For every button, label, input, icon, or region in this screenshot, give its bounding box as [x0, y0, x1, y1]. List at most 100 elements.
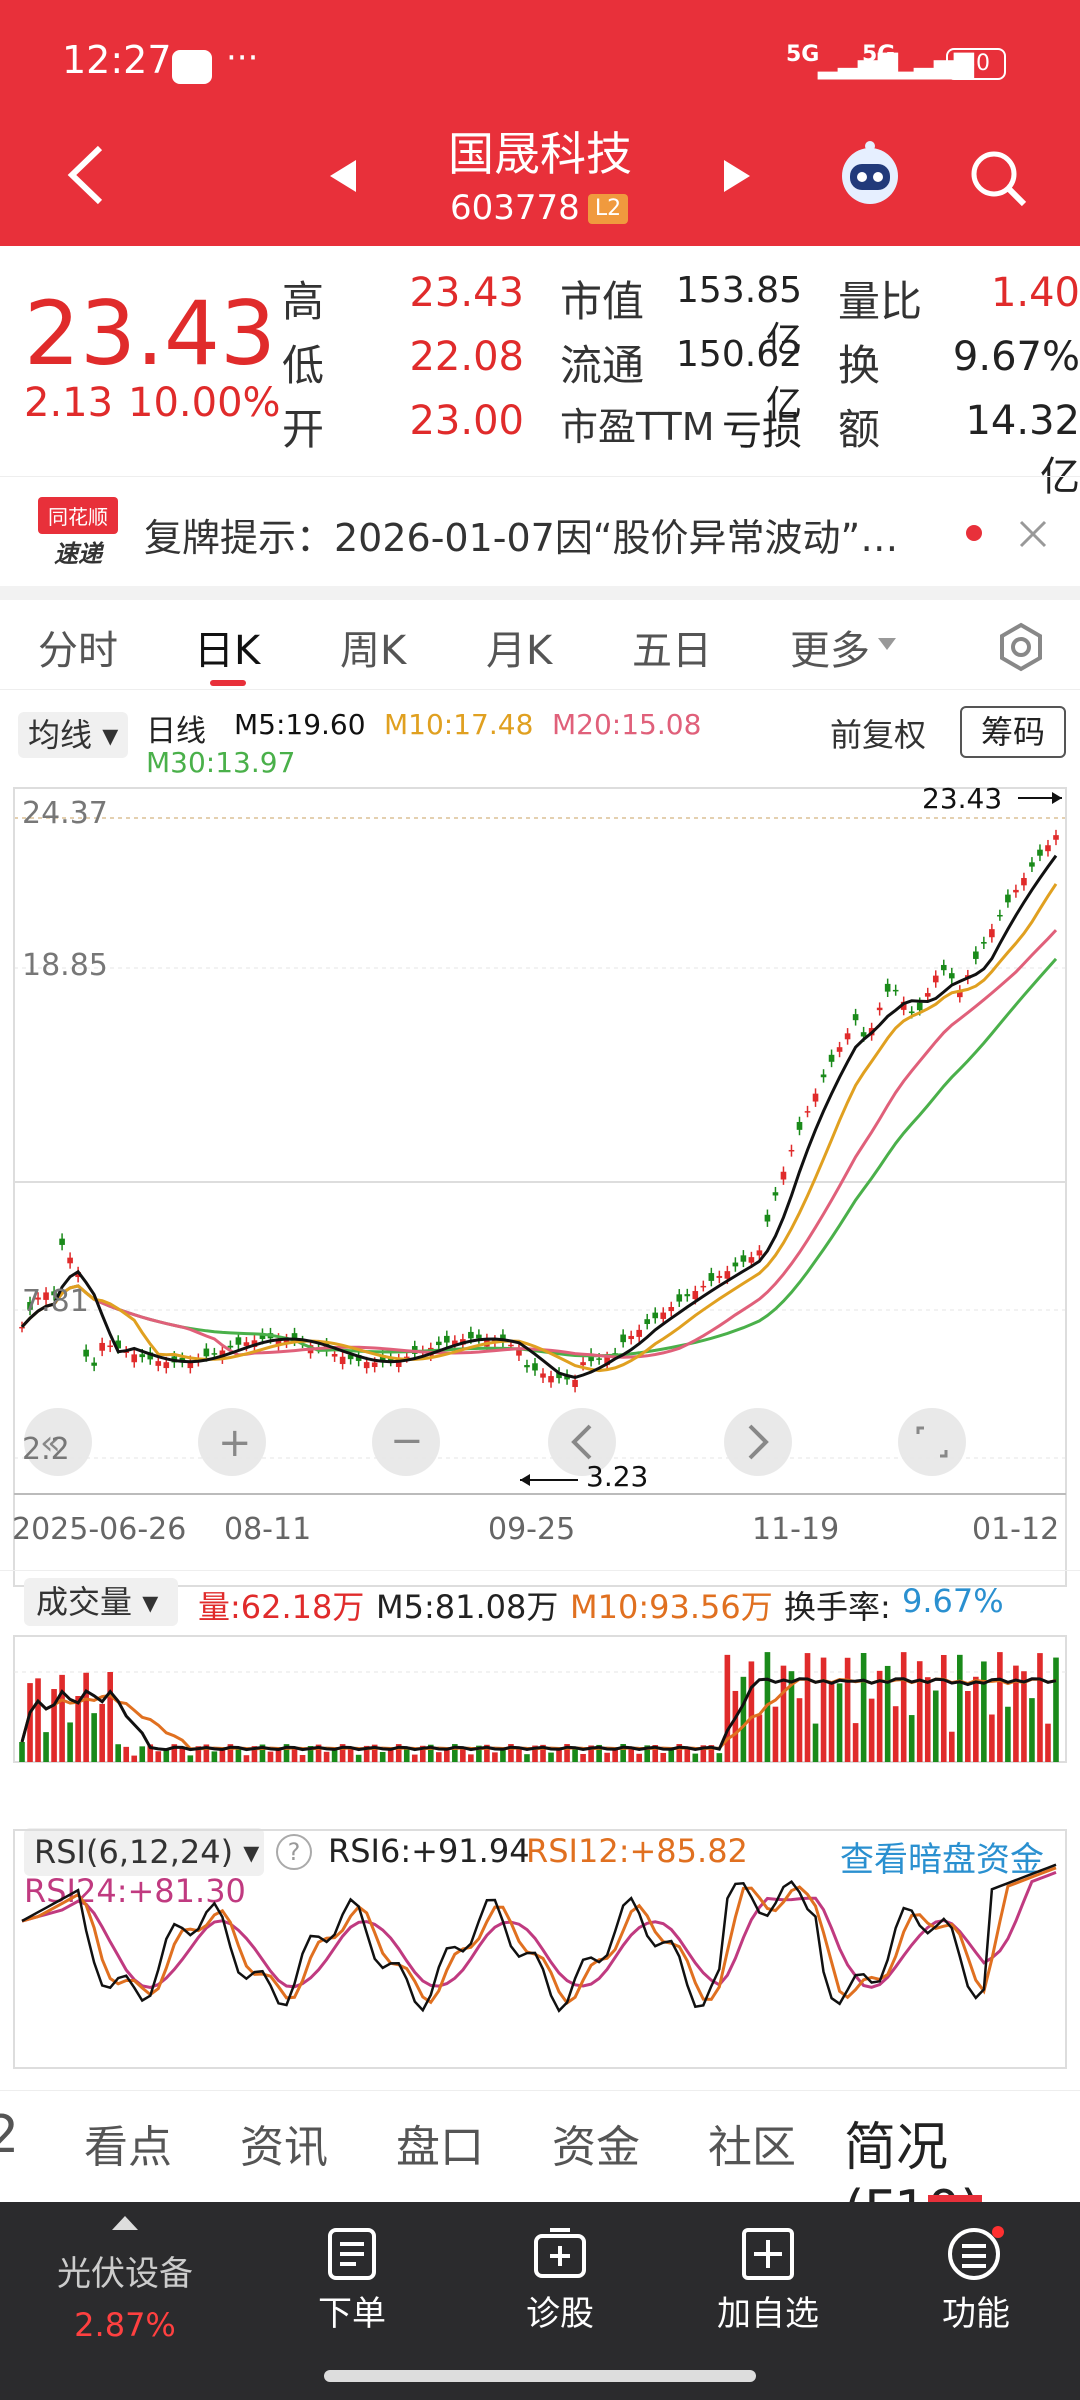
volume-bar	[500, 1749, 506, 1762]
volume-selector[interactable]: 成交量 ▾	[24, 1578, 178, 1626]
candle-body	[724, 1271, 731, 1279]
dark-pool-link[interactable]: 查看暗盘资金	[840, 1840, 1044, 1880]
volume-bar	[644, 1745, 651, 1762]
more-notifications-icon: ···	[226, 38, 259, 78]
order-button[interactable]: 下单	[282, 2226, 422, 2376]
turnover-label: 换	[838, 341, 881, 390]
volume-bar	[484, 1744, 490, 1762]
price-change-pct: 10.00%	[128, 380, 281, 426]
volume-bar	[676, 1744, 683, 1762]
sector-name[interactable]: 光伏设备	[57, 2254, 193, 2294]
help-icon[interactable]: ?	[276, 1834, 312, 1870]
volume-bar	[83, 1672, 89, 1762]
resume-notice-bar[interactable]: 同花顺 速递 复牌提示：2026-01-07因“股价异常波动”…	[0, 476, 1080, 586]
scroll-left-fast-button[interactable]	[24, 1408, 92, 1476]
candle-body	[211, 1353, 218, 1355]
scroll-right-button[interactable]	[724, 1408, 792, 1476]
volume-bar	[387, 1749, 394, 1762]
search-icon[interactable]	[968, 148, 1028, 208]
candle-body	[580, 1362, 586, 1366]
candle-body	[948, 973, 955, 979]
candle-body	[99, 1342, 105, 1351]
volume-bar	[772, 1706, 779, 1762]
m5-label: M5:19.60	[234, 708, 366, 741]
scroll-left-button[interactable]	[548, 1408, 616, 1476]
volume-bar	[981, 1661, 987, 1762]
volume-bar	[965, 1691, 971, 1762]
candle-body	[876, 1007, 883, 1011]
candle-body	[508, 1344, 514, 1347]
svg-text:«: «	[40, 1423, 61, 1463]
candle-body	[684, 1294, 691, 1297]
chips-button[interactable]: 筹码	[960, 706, 1066, 758]
rsi-chart[interactable]	[0, 1828, 1080, 2070]
tab-five-day[interactable]: 五日	[632, 628, 712, 674]
volume-bar	[403, 1747, 410, 1762]
tab-daily-k[interactable]: 日K	[194, 628, 261, 674]
functions-button[interactable]: 功能	[906, 2226, 1046, 2376]
candle-body	[1013, 889, 1019, 893]
tab-weekly-k[interactable]: 周K	[340, 628, 407, 674]
expand-up-icon[interactable]	[110, 2214, 140, 2232]
candle-body	[1037, 849, 1043, 856]
candle-body	[973, 951, 979, 959]
volume-bar	[724, 1654, 731, 1762]
candle-body	[708, 1273, 715, 1281]
add-watchlist-button[interactable]: 加自选	[698, 2226, 838, 2376]
volume-bar	[668, 1748, 675, 1762]
candle-body	[275, 1338, 282, 1346]
ths-express-logo: 同花顺 速递	[38, 497, 118, 568]
candle-body	[796, 1121, 803, 1130]
candle-body	[924, 993, 931, 997]
volume-bar	[291, 1747, 298, 1762]
candle-body	[804, 1111, 811, 1113]
tab-more[interactable]: 更多	[790, 628, 870, 674]
volume-bar	[732, 1690, 739, 1762]
prev-stock-icon[interactable]	[328, 158, 358, 194]
zoom-in-button[interactable]	[198, 1408, 266, 1476]
volume-bar	[363, 1745, 370, 1762]
kline-chart[interactable]: « + −	[0, 690, 1080, 2090]
back-icon[interactable]	[66, 144, 106, 206]
next-stock-icon[interactable]	[722, 158, 752, 194]
rsi-selector[interactable]: RSI(6,12,24) ▾	[24, 1828, 264, 1876]
candle-body	[1005, 894, 1011, 903]
turnover-rate-value: 9.67%	[902, 1582, 1004, 1620]
volume-bar	[820, 1657, 827, 1762]
zoom-out-button[interactable]	[372, 1408, 440, 1476]
diagnose-icon	[534, 2228, 586, 2278]
volume-bar	[195, 1746, 202, 1762]
adjust-label[interactable]: 前复权	[830, 716, 927, 754]
tab-partial[interactable]: 2	[0, 2105, 20, 2165]
volume-bar	[235, 1747, 242, 1762]
candle-body	[532, 1363, 538, 1371]
ma-selector[interactable]: 均线 ▾	[18, 712, 128, 758]
volume-bar	[51, 1689, 57, 1762]
close-icon[interactable]	[1018, 519, 1048, 549]
float-value: 150.62亿	[676, 334, 802, 425]
x-date-1: 08-11	[224, 1512, 312, 1547]
diagnose-button[interactable]: 诊股	[490, 2226, 630, 2376]
fullscreen-button[interactable]	[898, 1408, 966, 1476]
robot-assistant-icon[interactable]	[834, 138, 906, 210]
tab-monthly-k[interactable]: 月K	[486, 628, 553, 674]
candle-body	[548, 1376, 554, 1383]
tab-highlights[interactable]: 看点	[84, 2122, 172, 2173]
tab-intraday[interactable]: 分时	[38, 628, 118, 674]
candle-body	[347, 1354, 354, 1360]
tab-orderbook[interactable]: 盘口	[396, 2122, 484, 2173]
volume-bar	[812, 1723, 819, 1762]
volume-bar	[339, 1744, 346, 1762]
settings-icon[interactable]	[996, 622, 1046, 672]
volume-bar	[155, 1751, 162, 1762]
tab-news[interactable]: 资讯	[240, 2122, 328, 2173]
volume-bar	[684, 1748, 691, 1762]
tab-capital[interactable]: 资金	[552, 2122, 640, 2173]
volume-chart[interactable]	[0, 1634, 1080, 1764]
low-value: 22.08	[409, 334, 524, 380]
volume-bar	[516, 1747, 522, 1762]
candle-body	[812, 1093, 819, 1102]
volume-bar	[612, 1748, 618, 1762]
candle-body	[243, 1342, 250, 1346]
tab-community[interactable]: 社区	[708, 2122, 796, 2173]
